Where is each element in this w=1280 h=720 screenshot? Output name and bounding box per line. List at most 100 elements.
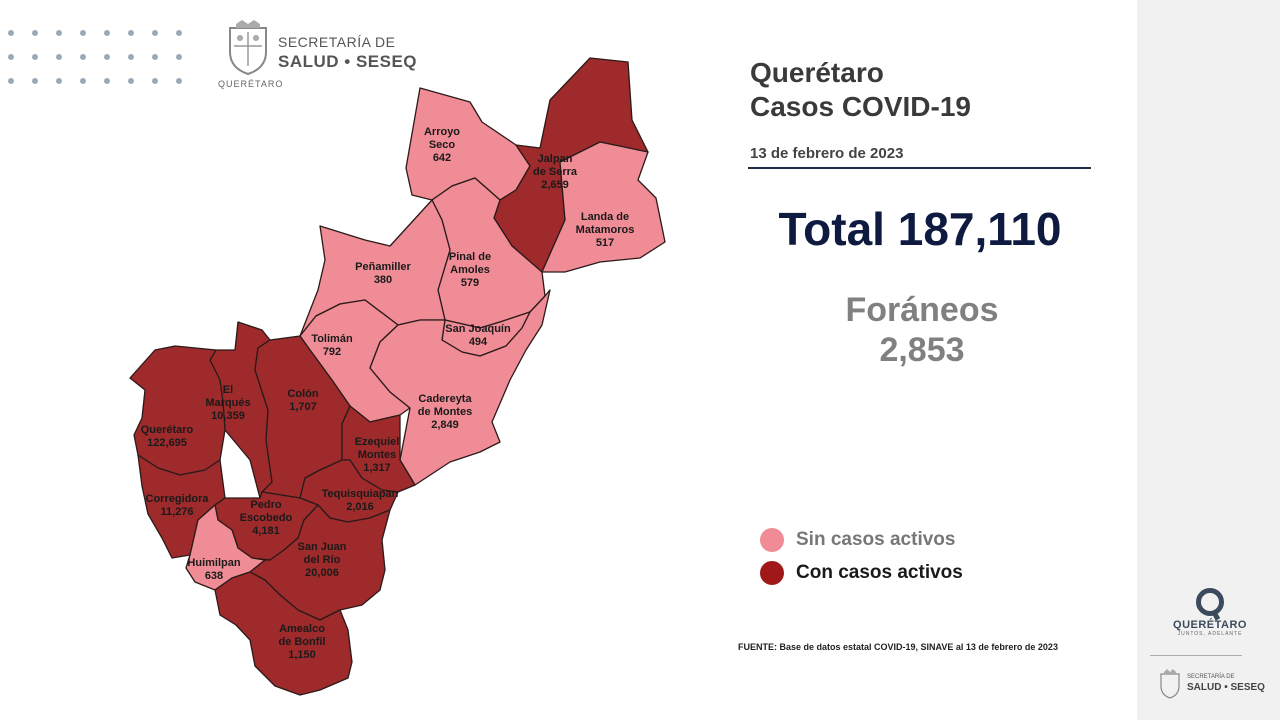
label-cases-huimilpan: 638: [205, 570, 223, 582]
dot: [152, 54, 158, 60]
label-name-pinal: Amoles: [450, 264, 490, 276]
legend-swatch-inactive: [760, 528, 784, 552]
label-name-tequisquiapan: Tequisquiapan: [322, 488, 399, 500]
foraneos-value: 2,853: [879, 331, 965, 369]
label-cases-colon: 1,707: [289, 401, 317, 413]
org-line1: SECRETARÍA DE: [278, 34, 396, 50]
label-name-toliman: Tolimán: [311, 333, 353, 345]
total-cases: Total 187,110: [778, 203, 1062, 255]
legend-swatch-active: [760, 561, 784, 585]
org-line2: SALUD • SESEQ: [278, 52, 418, 71]
label-name-jalpan: de Serra: [533, 166, 578, 178]
label-name-el-marques: Marqués: [205, 397, 250, 409]
label-name-colon: Colón: [287, 388, 318, 400]
dot: [8, 30, 14, 36]
dot: [32, 54, 38, 60]
legend-inactive: Sin casos activos: [760, 527, 955, 553]
dot: [56, 30, 62, 36]
dot: [104, 78, 110, 84]
label-name-cadereyta: Cadereyta: [418, 393, 472, 405]
label-cases-pinal: 579: [461, 277, 479, 289]
dot: [128, 78, 134, 84]
label-cases-penamiller: 380: [374, 274, 392, 286]
logo-name: QUERÉTARO: [1173, 619, 1247, 631]
dot: [128, 54, 134, 60]
label-cases-ezequiel: 1,317: [363, 462, 391, 474]
queretaro-logo: QUERÉTARO JUNTOS, ADELANTE: [1160, 588, 1260, 637]
label-cases-el-marques: 10,359: [211, 410, 245, 422]
legend-label-inactive: Sin casos activos: [796, 529, 956, 550]
q-logo-icon: [1196, 588, 1224, 616]
label-name-amealco: Amealco: [279, 623, 325, 635]
label-cases-san-joaquin: 494: [469, 336, 488, 348]
date-divider: [748, 167, 1091, 169]
dot: [152, 78, 158, 84]
small-org-top: SECRETARÍA DE: [1187, 674, 1235, 680]
label-name-landa: Landa de: [581, 211, 629, 223]
label-name-pinal: Pinal de: [449, 251, 491, 263]
label-name-jalpan: Jalpan: [538, 153, 573, 165]
dot: [104, 30, 110, 36]
label-cases-cadereyta: 2,849: [431, 419, 459, 431]
foraneos-label: Foráneos: [845, 291, 999, 329]
region-cadereyta: [369, 289, 551, 486]
label-name-pedro-escobedo: Escobedo: [240, 512, 293, 524]
label-cases-toliman: 792: [323, 346, 341, 358]
label-cases-corregidora: 11,276: [160, 506, 193, 518]
dot: [104, 54, 110, 60]
dot: [56, 78, 62, 84]
label-cases-amealco: 1,150: [288, 649, 316, 661]
dot: [176, 30, 182, 36]
label-name-san-juan: San Juan: [298, 541, 347, 553]
dot: [32, 78, 38, 84]
label-name-corregidora: Corregidora: [146, 493, 210, 505]
label-name-ezequiel: Ezequiel: [355, 436, 400, 448]
dot: [128, 30, 134, 36]
label-name-amealco: de Bonfil: [278, 636, 325, 648]
legend-active: Con casos activos: [760, 560, 963, 586]
region-amealco: [214, 571, 353, 696]
dot: [80, 30, 86, 36]
label-name-arroyo-seco: Arroyo: [424, 126, 460, 138]
label-cases-pedro-escobedo: 4,181: [252, 525, 280, 537]
label-name-arroyo-seco: Seco: [429, 139, 456, 151]
dot: [80, 78, 86, 84]
coat-of-arms-icon: [229, 20, 267, 76]
logo-tagline: JUNTOS, ADELANTE: [1177, 631, 1243, 637]
region-landa: [541, 141, 666, 273]
dot: [8, 78, 14, 84]
small-coat-of-arms-icon: [1160, 669, 1180, 699]
foraneos-block: Foráneos 2,853: [740, 290, 1104, 370]
dot: [176, 54, 182, 60]
dot: [56, 54, 62, 60]
label-name-huimilpan: Huimilpan: [187, 557, 240, 569]
page-title: Querétaro Casos COVID-19: [750, 56, 971, 124]
label-cases-landa: 517: [596, 237, 614, 249]
source-note: FUENTE: Base de datos estatal COVID-19, …: [738, 642, 1058, 652]
label-cases-san-juan: 20,006: [305, 567, 339, 579]
dot: [8, 54, 14, 60]
dot: [152, 30, 158, 36]
label-name-cadereyta: de Montes: [418, 406, 472, 418]
label-name-landa: Matamoros: [576, 224, 635, 236]
label-cases-jalpan: 2,659: [541, 179, 569, 191]
label-name-san-juan: del Río: [304, 554, 341, 566]
seseq-small-logo: SECRETARÍA DE SALUD • SESEQ: [1155, 666, 1265, 706]
label-name-pedro-escobedo: Pedro: [250, 499, 281, 511]
title-line2: Casos COVID-19: [750, 91, 971, 122]
label-name-san-joaquin: San Joaquín: [445, 323, 511, 335]
legend-label-active: Con casos activos: [796, 562, 963, 583]
seseq-logo: SECRETARÍA DE SALUD • SESEQ QUERÉTARO: [218, 18, 428, 90]
dot: [80, 54, 86, 60]
dot: [176, 78, 182, 84]
label-name-ezequiel: Montes: [358, 449, 397, 461]
label-name-queretaro: Querétaro: [141, 424, 194, 436]
org-city: QUERÉTARO: [218, 79, 284, 89]
small-org-name: SALUD • SESEQ: [1187, 682, 1265, 693]
dot: [32, 30, 38, 36]
label-cases-tequisquiapan: 2,016: [346, 501, 374, 513]
footer-divider: [1150, 655, 1242, 656]
label-cases-arroyo-seco: 642: [433, 152, 451, 164]
label-name-el-marques: El: [223, 384, 233, 396]
